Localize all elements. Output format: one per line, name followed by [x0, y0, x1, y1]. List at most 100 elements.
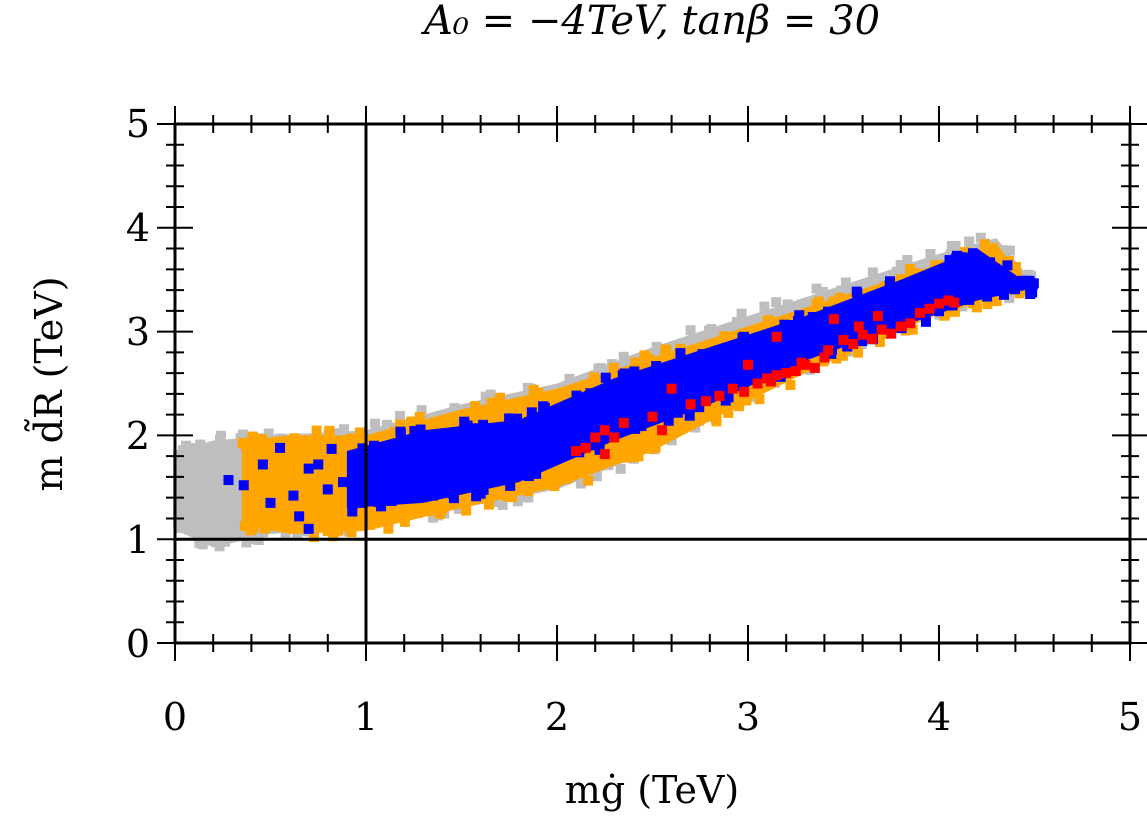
series-blue-scattered-points [223, 390, 648, 534]
scatter-point [366, 496, 377, 507]
scatter-point [920, 316, 931, 327]
scatter-point [949, 306, 960, 317]
scatter-point [902, 254, 913, 265]
scatter-point [223, 475, 234, 486]
scatter-point [785, 320, 796, 331]
scatter-point [630, 423, 641, 434]
scatter-point [618, 351, 629, 362]
scatter-point [943, 295, 954, 306]
scatter-point [427, 490, 438, 501]
scatter-point [394, 410, 405, 421]
scatter-point [754, 394, 765, 405]
scatter-point [245, 525, 256, 536]
scatter-point [448, 493, 459, 504]
scatter-point [672, 407, 683, 418]
scatter-point [332, 428, 343, 439]
scatter-point [840, 277, 851, 288]
scatter-point [979, 239, 990, 250]
scatter-point [399, 516, 410, 527]
scatter-point [823, 306, 834, 317]
scatter-point [1022, 275, 1033, 286]
scatter-point [322, 526, 333, 537]
scatter-point [177, 445, 188, 456]
scatter-point [239, 521, 250, 532]
scatter-point [220, 536, 231, 547]
scatter-point [600, 372, 611, 383]
x-tick-label: 2 [545, 695, 569, 739]
scatter-point [1002, 260, 1013, 271]
scatter-point [552, 414, 562, 425]
scatter-point [590, 432, 601, 443]
scatter-point [851, 286, 862, 297]
scatter-point [817, 286, 828, 297]
x-tick-label: 4 [927, 695, 951, 739]
scatter-point [365, 519, 376, 530]
scatter-point [1027, 287, 1038, 298]
scatter-point [889, 321, 900, 332]
scatter-region [346, 248, 1035, 509]
y-tick-label: 0 [126, 622, 150, 666]
scatter-point [512, 496, 523, 507]
scatter-point [504, 435, 515, 446]
scatter-point [905, 264, 916, 275]
scatter-point [823, 345, 834, 356]
scatter-point [734, 401, 745, 412]
scatter-point [326, 443, 337, 454]
x-axis-label: mġ (TeV) [565, 768, 739, 812]
scatter-point [589, 372, 600, 383]
scatter-point [497, 499, 508, 510]
scatter-point [685, 399, 696, 410]
scatter-point [483, 499, 494, 510]
scatter-point [424, 506, 435, 517]
scatter-point [376, 501, 387, 512]
scatter-point [329, 526, 340, 537]
scatter-point [857, 336, 868, 347]
scatter-point [967, 248, 978, 259]
scatter-point [395, 426, 406, 437]
scatter-point [785, 380, 796, 391]
scatter-point [248, 518, 259, 529]
scatter-point [195, 439, 206, 450]
scatter-point [836, 285, 847, 296]
scatter-point [895, 321, 906, 332]
scatter-point [857, 329, 868, 340]
scatter-point [511, 413, 522, 424]
scatter-point [895, 259, 906, 270]
scatter-point [241, 537, 252, 548]
scatter-point [266, 520, 277, 531]
scatter-point [651, 361, 662, 372]
scatter-point [846, 346, 857, 357]
scatter-point [571, 390, 582, 401]
scatter-point [867, 333, 878, 344]
scatter-point [998, 289, 1009, 300]
scatter-point [723, 407, 734, 418]
scatter-point [636, 421, 647, 432]
x-tick-label: 1 [354, 695, 378, 739]
scatter-point [975, 232, 986, 243]
scatter-point [571, 445, 582, 456]
scatter-point [339, 424, 350, 435]
scatter-point [964, 236, 975, 247]
scatter-point [523, 471, 534, 482]
scatter-point [837, 350, 848, 361]
scatter-point [997, 245, 1008, 256]
scatter-point [792, 316, 803, 327]
scatter-point [828, 296, 839, 307]
scatter-point [175, 523, 186, 534]
y-tick-label: 1 [126, 518, 150, 562]
scatter-point [940, 309, 951, 320]
scatter-point [357, 443, 368, 454]
scatter-point [259, 523, 270, 534]
scatter-point [741, 395, 752, 406]
scatter-point [884, 280, 895, 291]
scatter-point [389, 426, 400, 437]
scatter-point [382, 421, 393, 432]
scatter-point [354, 427, 365, 438]
series-red-points [571, 295, 960, 460]
scatter-point [779, 319, 790, 330]
scatter-point [505, 480, 516, 491]
scatter-point [389, 459, 400, 470]
scatter-point [504, 413, 515, 424]
series-blue-points [346, 248, 1039, 517]
scatter-point [257, 434, 268, 445]
